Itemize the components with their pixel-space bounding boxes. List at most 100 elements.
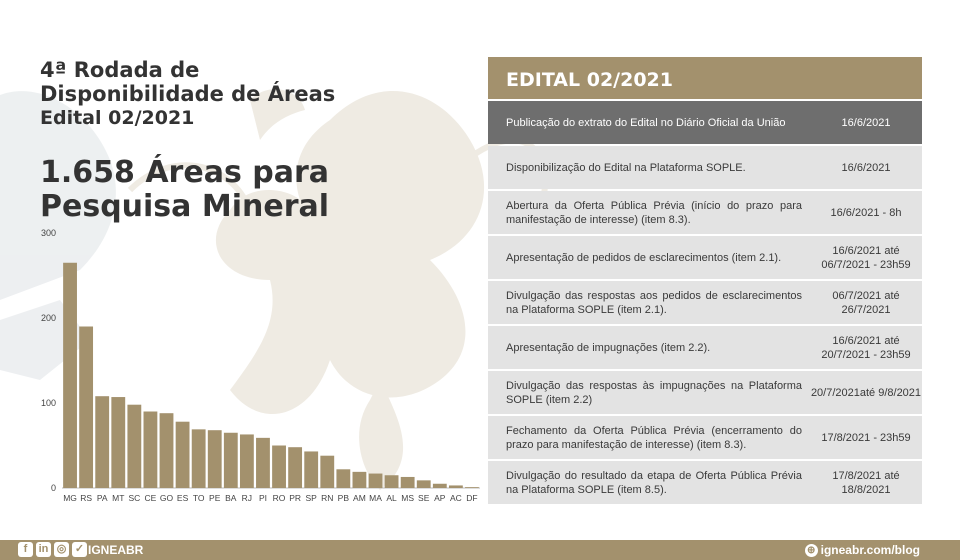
schedule-row-desc: Apresentação de pedidos de esclareciment… [506, 251, 782, 264]
lion-watermark [0, 89, 549, 490]
x-tick-label: MT [112, 493, 124, 503]
x-tick-label: SP [306, 493, 318, 503]
instagram-icon[interactable]: ◎ [54, 542, 69, 557]
bar-chart: 0 100 200 300 MG RS PA MT SC CE GO ES TO PE BA RJ PI RO PR… [41, 228, 480, 503]
bar-pr [288, 447, 303, 488]
schedule-row: Fechamento da Oferta Pública Prévia (enc… [488, 416, 922, 459]
x-tick-label: TO [193, 493, 205, 503]
x-tick-label: MG [63, 493, 77, 503]
title-line-1: 4ª Rodada de [40, 58, 200, 82]
schedule-row-desc: Divulgação das respostas às impugnações … [506, 379, 802, 406]
x-tick-label: SC [128, 493, 140, 503]
bar-to [191, 429, 206, 488]
schedule-row-desc: Divulgação das respostas aos pedidos de … [506, 289, 802, 316]
x-tick-label: AC [450, 493, 462, 503]
bar-mt [111, 397, 126, 488]
twitter-icon[interactable]: ✓ [72, 542, 87, 557]
bar-df [465, 487, 479, 488]
globe-icon: ⊕ [804, 543, 818, 557]
schedule-row-desc: Fechamento da Oferta Pública Prévia (enc… [506, 424, 802, 451]
bar-pa [95, 396, 110, 488]
bar-rj [239, 434, 254, 488]
x-tick-label: AM [353, 493, 366, 503]
x-tick-label: RN [321, 493, 333, 503]
bar-mg [63, 262, 77, 488]
footer-bar: f in ◎ ✓ IGNEABR ⊕ igneabr.com/blog [0, 540, 960, 560]
bar-ma [368, 473, 383, 488]
x-tick-label: AL [386, 493, 397, 503]
x-tick-label: CE [145, 493, 157, 503]
x-tick-label: GO [160, 493, 174, 503]
schedule-row-desc: Disponibilização do Edital na Plataforma… [506, 161, 746, 174]
bar-pi [256, 437, 270, 488]
schedule-row-desc: Divulgação do resultado da etapa de Ofer… [506, 469, 802, 496]
x-tick-label: PB [338, 493, 350, 503]
schedule-row: Abertura da Oferta Pública Prévia (iníci… [488, 191, 922, 234]
x-tick-label: PE [209, 493, 221, 503]
x-tick-label: RJ [242, 493, 252, 503]
x-tick-label: RO [273, 493, 286, 503]
title-line-2: Disponibilidade de Áreas [40, 82, 336, 106]
blog-url: igneabr.com/blog [820, 543, 920, 557]
facebook-icon[interactable]: f [18, 542, 33, 557]
panel-header: EDITAL 02/2021 [488, 57, 922, 99]
schedule-row-date: 16/6/2021 até 06/7/2021 - 23h59 [821, 244, 911, 271]
x-tick-label: DF [466, 493, 477, 503]
x-tick-label: MA [369, 493, 382, 503]
schedule-row: Divulgação das respostas aos pedidos de … [488, 281, 922, 324]
bar-sc [127, 404, 142, 488]
schedule-row: Apresentação de pedidos de esclareciment… [488, 236, 922, 279]
x-tick-label: MS [401, 493, 414, 503]
y-tick-label: 100 [41, 398, 56, 408]
bar-ac [448, 485, 463, 488]
bar-se [416, 480, 431, 488]
schedule-row-desc: Publicação do extrato do Edital no Diári… [506, 116, 786, 129]
x-tick-label: ES [177, 493, 189, 503]
x-tick-label: PA [97, 493, 108, 503]
x-tick-label: RS [80, 493, 92, 503]
bar-sp [304, 451, 319, 488]
schedule-row-date: 16/6/2021 - 8h [830, 206, 902, 219]
schedule-row-date: 06/7/2021 até 26/7/2021 [832, 289, 900, 316]
bar-es [175, 421, 190, 488]
schedule-row-date: 16/6/2021 [841, 161, 891, 174]
bar-ba [223, 432, 238, 488]
bar-ro [272, 445, 286, 488]
bar-rn [320, 455, 335, 488]
schedule-row-desc: Abertura da Oferta Pública Prévia (iníci… [506, 199, 802, 226]
linkedin-icon[interactable]: in [36, 542, 51, 557]
bar-ms [400, 476, 415, 488]
bar-al [384, 475, 399, 488]
social-icons: f in ◎ ✓ [18, 542, 87, 557]
bar-go [159, 413, 174, 488]
bar-rs [79, 326, 94, 488]
schedule-row-date: 16/6/2021 [841, 116, 891, 129]
social-handle[interactable]: IGNEABR [88, 543, 144, 557]
y-tick-label: 200 [41, 313, 56, 323]
schedule-row: Divulgação do resultado da etapa de Ofer… [488, 461, 922, 504]
title-block: 4ª Rodada de Disponibilidade de Áreas Ed… [40, 58, 335, 130]
title-line-3: Edital 02/2021 [40, 107, 195, 129]
schedule-row: Divulgação das respostas às impugnações … [488, 371, 922, 414]
y-tick-label: 300 [41, 228, 56, 238]
bar-pb [336, 469, 351, 488]
bar-pe [207, 430, 222, 488]
bar-ap [432, 483, 447, 488]
x-tick-label: PR [289, 493, 301, 503]
bar-am [352, 471, 367, 488]
schedule-row-date: 17/8/2021 até 18/8/2021 [832, 469, 900, 496]
schedule-row-desc: Apresentação de impugnações (item 2.2). [506, 341, 711, 354]
headline: 1.658 Áreas para Pesquisa Mineral [40, 155, 330, 224]
bar-ce [143, 411, 158, 488]
schedule-row: Apresentação de impugnações (item 2.2). 1… [488, 326, 922, 369]
blog-link[interactable]: ⊕ igneabr.com/blog [804, 543, 920, 557]
schedule-row-date: 20/7/2021até 9/8/2021 [810, 386, 922, 399]
schedule-row: Publicação do extrato do Edital no Diári… [488, 101, 922, 144]
schedule-row-date: 17/8/2021 - 23h59 [821, 431, 911, 444]
schedule-row: Disponibilização do Edital na Plataforma… [488, 146, 922, 189]
x-tick-label: BA [225, 493, 237, 503]
y-tick-label: 0 [51, 483, 56, 493]
x-tick-label: SE [418, 493, 430, 503]
schedule-panel: EDITAL 02/2021 Publicação do extrato do … [488, 57, 922, 504]
x-tick-label: PI [259, 493, 267, 503]
